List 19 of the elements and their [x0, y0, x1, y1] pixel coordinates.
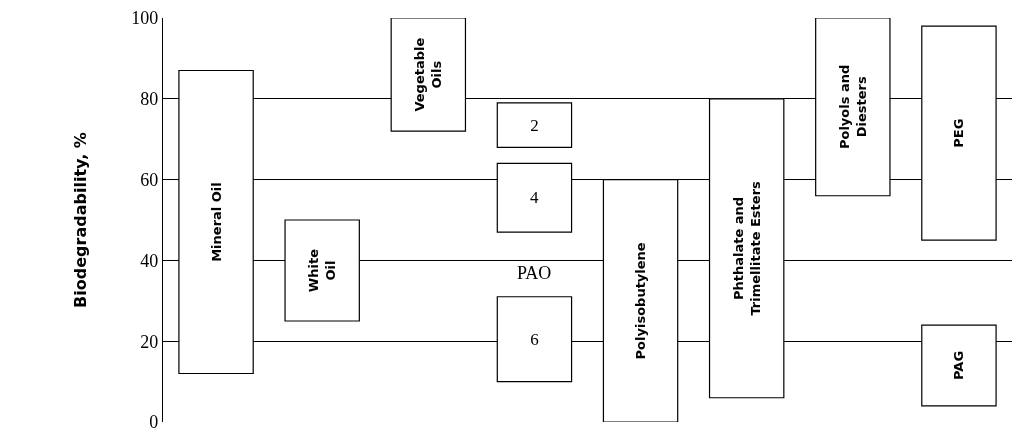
- y-axis-title: Biodegradability, %: [71, 132, 91, 308]
- series-label: 2: [530, 115, 539, 135]
- y-tick-label: 60: [140, 169, 159, 190]
- y-tick-label: 80: [140, 89, 159, 110]
- y-tick-label: 0: [149, 412, 159, 433]
- series-label: Phthalate and Trimellitate Esters: [730, 180, 763, 316]
- series-label: PAG: [951, 350, 967, 380]
- series-label: Mineral Oil: [208, 182, 224, 262]
- series-label: Vegetable Oils: [412, 37, 445, 112]
- y-tick-label: 40: [140, 250, 159, 271]
- y-tick-label: 100: [131, 8, 159, 29]
- annotation: PAO: [517, 263, 552, 283]
- series-label: 6: [530, 329, 539, 349]
- series-label: 4: [529, 188, 539, 208]
- series-label: White Oil: [306, 248, 339, 293]
- y-tick-label: 20: [140, 331, 159, 352]
- series-label: Polyols and Diesters: [836, 64, 869, 150]
- series-label: Polyisobutylene: [633, 242, 649, 360]
- series-label: PEG: [951, 118, 967, 148]
